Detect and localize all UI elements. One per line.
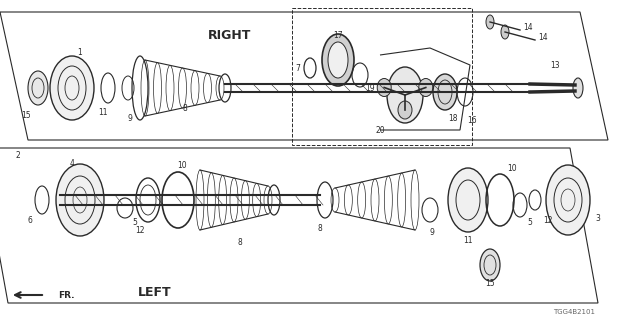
Ellipse shape xyxy=(56,164,104,236)
Text: 9: 9 xyxy=(127,114,132,123)
Ellipse shape xyxy=(501,25,509,39)
Text: 9: 9 xyxy=(429,228,435,236)
Text: 8: 8 xyxy=(237,237,243,246)
Ellipse shape xyxy=(573,78,583,98)
Ellipse shape xyxy=(486,15,494,29)
Text: 18: 18 xyxy=(448,114,458,123)
Text: 14: 14 xyxy=(538,33,548,42)
Text: 14: 14 xyxy=(523,22,533,31)
Ellipse shape xyxy=(480,249,500,281)
Text: 3: 3 xyxy=(596,213,600,222)
Text: 10: 10 xyxy=(507,164,517,172)
Text: 17: 17 xyxy=(333,30,343,39)
Text: LEFT: LEFT xyxy=(138,286,172,300)
Ellipse shape xyxy=(28,71,48,105)
Text: 8: 8 xyxy=(182,103,188,113)
Text: 11: 11 xyxy=(463,236,473,244)
Ellipse shape xyxy=(433,74,457,110)
Ellipse shape xyxy=(328,42,348,78)
Ellipse shape xyxy=(419,78,433,97)
Text: 2: 2 xyxy=(15,150,20,159)
Ellipse shape xyxy=(377,78,391,97)
Text: 4: 4 xyxy=(70,158,74,167)
Text: 13: 13 xyxy=(550,60,560,69)
Text: 15: 15 xyxy=(485,278,495,287)
Text: 5: 5 xyxy=(527,218,532,227)
Ellipse shape xyxy=(50,56,94,120)
Ellipse shape xyxy=(448,168,488,232)
Text: 8: 8 xyxy=(317,223,323,233)
Text: TGG4B2101: TGG4B2101 xyxy=(553,309,595,315)
Text: 1: 1 xyxy=(77,47,83,57)
Ellipse shape xyxy=(322,34,354,86)
Text: 10: 10 xyxy=(177,161,187,170)
Text: 12: 12 xyxy=(135,226,145,235)
Text: 5: 5 xyxy=(132,218,138,227)
Text: 15: 15 xyxy=(21,110,31,119)
Text: 7: 7 xyxy=(296,63,300,73)
Text: 12: 12 xyxy=(543,215,553,225)
Ellipse shape xyxy=(398,101,412,119)
Text: 19: 19 xyxy=(365,84,375,92)
Text: 16: 16 xyxy=(467,116,477,124)
Text: 20: 20 xyxy=(375,125,385,134)
Ellipse shape xyxy=(546,165,590,235)
Ellipse shape xyxy=(387,67,423,123)
Text: 6: 6 xyxy=(28,215,33,225)
Text: FR.: FR. xyxy=(58,291,74,300)
Text: 11: 11 xyxy=(99,108,108,116)
Text: RIGHT: RIGHT xyxy=(208,28,252,42)
